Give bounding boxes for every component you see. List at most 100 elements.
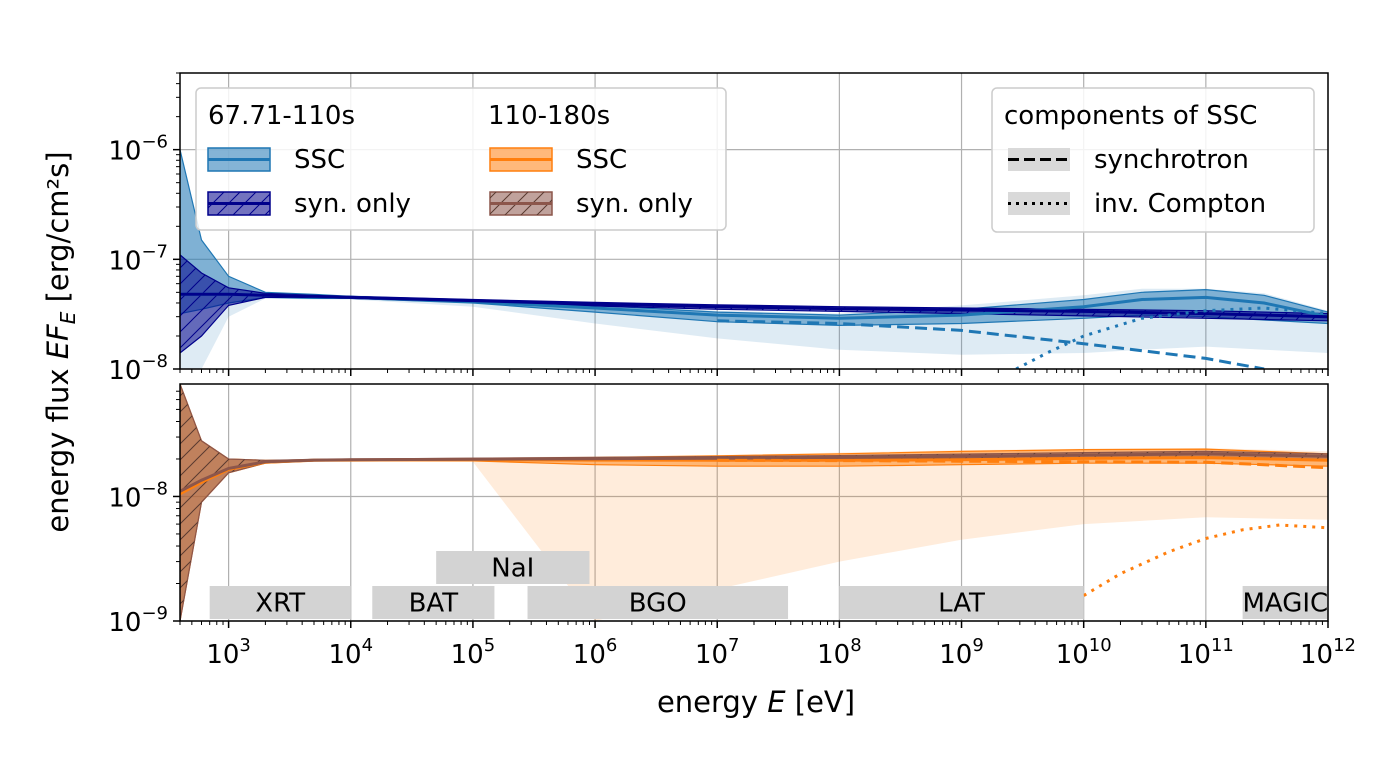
legend-label-syn-only-1: syn. only: [294, 189, 411, 219]
x-tick-label-exponent: 9: [972, 635, 983, 656]
y-tick-label-exponent: −8: [141, 478, 168, 499]
y-tick-label: 10−8: [108, 351, 168, 386]
line-inv--compton: [1082, 523, 1328, 597]
x-tick-label-mantissa: 10: [695, 640, 728, 670]
line-syn--only: [180, 292, 1328, 319]
x-tick-label-mantissa: 10: [451, 640, 484, 670]
instrument-nai-bar: [436, 551, 590, 584]
legend-label-ssc-2: SSC: [576, 145, 627, 175]
instrument-xrt-label: XRT: [255, 589, 305, 619]
x-tick-label-exponent: 10: [1089, 635, 1112, 656]
y-tick-label-exponent: −7: [141, 241, 168, 262]
legend-right-frame: [991, 87, 1315, 233]
line-inv--compton: [1015, 306, 1328, 369]
legend-left-title-1: 67.71-110s: [208, 101, 355, 131]
y-axis-label: energy flux EFE [erg/cm²s]: [41, 151, 80, 532]
x-axis-label-unit: [eV]: [786, 685, 856, 719]
bottom-y-ticks: 10−810−9: [108, 390, 180, 638]
x-tick-label-exponent: 6: [606, 635, 617, 656]
legend-left-frame: [195, 87, 727, 231]
bottom-lines: [180, 452, 1328, 597]
legend-swatch-inv-compton: [1008, 192, 1070, 215]
x-tick-label-exponent: 3: [239, 635, 250, 656]
x-tick-label-exponent: 5: [484, 635, 495, 656]
y-tick-label-mantissa: 10: [108, 483, 141, 513]
legend-swatch-syn-only-2: [489, 191, 553, 216]
x-tick-label-mantissa: 10: [817, 640, 850, 670]
legend-label-synchrotron: synchrotron: [1094, 145, 1249, 175]
y-tick-label: 10−6: [108, 132, 168, 167]
legend-left: 67.71-110s SSC syn. only 110-180s SSC sy…: [195, 87, 727, 231]
x-tick-label: 109: [939, 635, 984, 670]
x-tick-label-mantissa: 10: [1300, 640, 1333, 670]
x-tick-label-exponent: 8: [850, 635, 861, 656]
y-tick-label-exponent: −8: [141, 351, 168, 372]
x-tick-label-mantissa: 10: [1178, 640, 1211, 670]
y-tick-label-mantissa: 10: [108, 356, 141, 386]
x-tick-label-mantissa: 10: [573, 640, 606, 670]
top-lines: [180, 292, 1328, 369]
instrument-nai-label: NaI: [491, 554, 534, 584]
legend-label-syn-only-2: syn. only: [576, 189, 693, 219]
instrument-magic-bar: [1242, 586, 1328, 619]
legend-left-title-2: 110-180s: [488, 101, 610, 131]
y-axis-label-prefix: energy flux: [41, 359, 75, 532]
x-tick-label: 108: [817, 635, 862, 670]
x-tick-label-exponent: 12: [1333, 635, 1356, 656]
instrument-bat-label: BAT: [409, 589, 459, 619]
y-tick-label: 10−8: [108, 478, 168, 513]
legend-right: components of SSC synchrotron inv. Compt…: [991, 87, 1315, 233]
x-tick-label: 105: [451, 635, 496, 670]
x-axis-label-symbol: E: [767, 685, 786, 719]
x-axis-label-prefix: energy: [657, 685, 767, 719]
x-tick-label-exponent: 11: [1211, 635, 1234, 656]
x-tick-label-mantissa: 10: [206, 640, 239, 670]
y-tick-label: 10−7: [108, 241, 168, 276]
x-tick-label: 107: [695, 635, 740, 670]
bottom-bands: [180, 384, 1328, 621]
instrument-bgo-bar: [527, 586, 789, 619]
x-tick-label: 104: [328, 635, 373, 670]
instrument-bat-bar: [372, 586, 495, 619]
x-tick-label: 1011: [1178, 635, 1234, 670]
legend-label-inv-compton: inv. Compton: [1094, 189, 1266, 219]
top-x-ticks: [179, 369, 1329, 376]
x-tick-label-exponent: 7: [728, 635, 739, 656]
x-tick-label: 1010: [1056, 635, 1112, 670]
legend-swatch-ssc-1: [207, 147, 271, 172]
legend-right-title: components of SSC: [1004, 101, 1257, 131]
line-syn--only: [180, 452, 1328, 493]
y-tick-label-mantissa: 10: [108, 608, 141, 638]
legend-label-ssc-1: SSC: [294, 145, 345, 175]
band-outer-ssc: [180, 384, 1328, 621]
y-tick-label: 10−9: [108, 603, 168, 638]
top-y-ticks: 10−610−710−8: [108, 72, 180, 386]
y-axis-label-subscript: E: [56, 311, 80, 324]
legend-swatch-ssc-2: [489, 147, 553, 172]
bottom-x-ticks: 103 104 105 106 107 108 109 1010 1011 1012: [179, 621, 1356, 670]
instrument-bars: XRT BAT NaI BGO LAT MAGIC: [209, 551, 1328, 619]
line-synchrotron: [717, 319, 1265, 369]
x-tick-label: 1012: [1300, 635, 1356, 670]
x-tick-label: 103: [206, 635, 251, 670]
y-tick-label-exponent: −6: [141, 132, 168, 153]
x-tick-label: 106: [573, 635, 618, 670]
y-axis-label-unit: [erg/cm²s]: [41, 151, 75, 311]
instrument-xrt-bar: [209, 586, 351, 619]
y-tick-label-mantissa: 10: [108, 246, 141, 276]
instrument-bgo-label: BGO: [629, 589, 687, 619]
legend-swatch-synchrotron: [1008, 148, 1070, 171]
y-tick-label-exponent: −9: [141, 603, 168, 624]
y-axis-label-symbol: EF: [41, 323, 75, 359]
instrument-lat-bar: [839, 586, 1084, 619]
x-tick-label-mantissa: 10: [328, 640, 361, 670]
instrument-lat-label: LAT: [938, 589, 985, 619]
x-tick-label-exponent: 4: [362, 635, 373, 656]
legend-swatch-syn-only-1: [207, 191, 271, 216]
x-axis-label: energy E [eV]: [657, 685, 855, 719]
line-synchrotron: [717, 458, 1328, 470]
instrument-magic-label: MAGIC: [1242, 589, 1328, 619]
y-tick-label-mantissa: 10: [108, 137, 141, 167]
